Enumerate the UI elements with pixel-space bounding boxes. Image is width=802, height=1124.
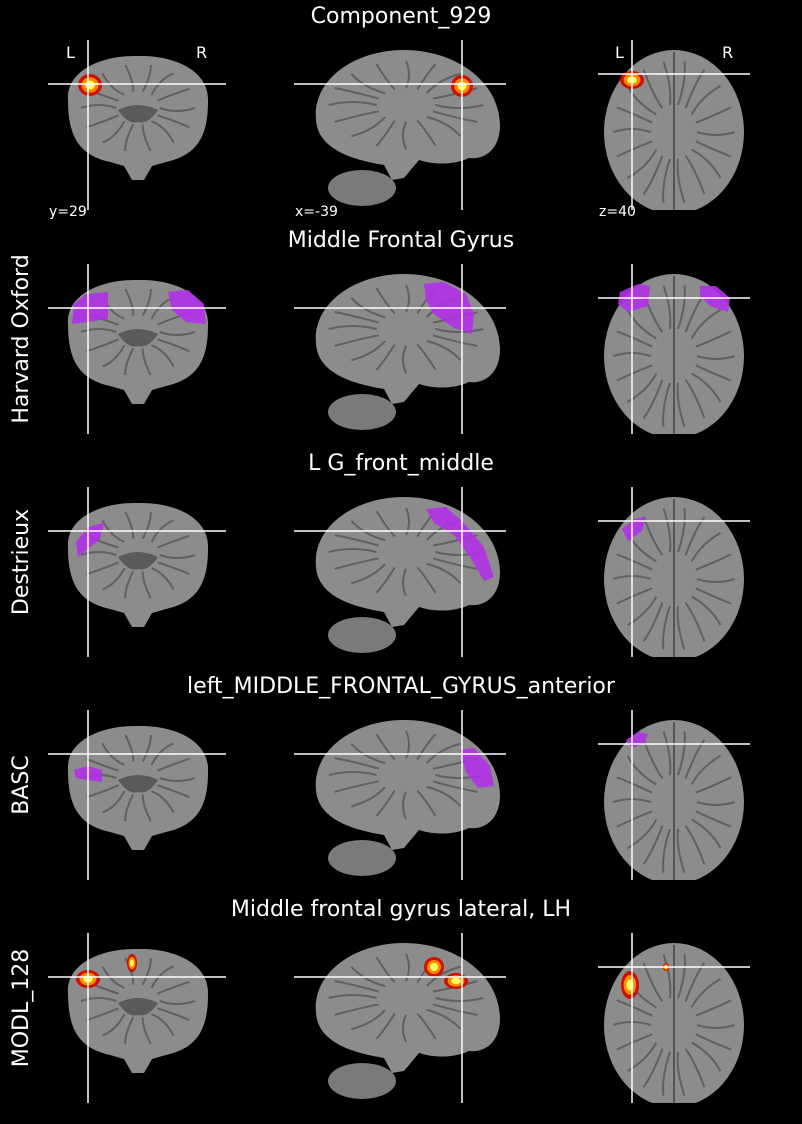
- sagittal-view: [294, 710, 506, 880]
- cerebellum: [328, 170, 396, 206]
- axial-view: [598, 40, 750, 210]
- cerebellum: [328, 1063, 396, 1099]
- coronal-view: [48, 264, 226, 434]
- axial-view: [598, 710, 750, 880]
- atlas-region: [426, 507, 494, 581]
- harvard-oxford-row: Middle Frontal Gyrus Harvard Oxford: [0, 224, 802, 447]
- axial-view: [598, 933, 750, 1103]
- sagittal-view: [294, 264, 506, 434]
- modl-128-row: Middle frontal gyrus lateral, LH MODL_12…: [0, 893, 802, 1116]
- sagittal-coordinate: x=-39: [295, 204, 338, 220]
- axial-view: [598, 487, 750, 657]
- atlas-region-right: [700, 286, 730, 312]
- cerebellum: [328, 394, 396, 430]
- coronal-view: [48, 40, 226, 210]
- orientation-right-label: R: [722, 43, 734, 62]
- row-title: L G_front_middle: [308, 451, 494, 476]
- row-title: Middle Frontal Gyrus: [287, 228, 515, 253]
- coronal-view: [48, 933, 226, 1103]
- orientation-left-label: L: [66, 43, 75, 62]
- coronal-coordinate: y=29: [49, 204, 87, 220]
- cerebellum: [328, 617, 396, 653]
- axial-coordinate: z=40: [599, 204, 636, 220]
- sagittal-view: [294, 487, 506, 657]
- orientation-right-label: R: [196, 43, 208, 62]
- coronal-view: [48, 710, 226, 880]
- coronal-view: [48, 487, 226, 657]
- basc-row: left_MIDDLE_FRONTAL_GYRUS_anterior BASC: [0, 670, 802, 893]
- sagittal-view: [294, 40, 506, 210]
- destrieux-row: L G_front_middle Destrieux: [0, 447, 802, 670]
- sagittal-view: [294, 933, 506, 1103]
- row-title: Component_929: [310, 4, 492, 29]
- orientation-left-label: L: [615, 43, 624, 62]
- atlas-region: [622, 517, 646, 541]
- atlas-region: [460, 748, 494, 788]
- atlas-region-right: [168, 290, 206, 324]
- cerebellum: [328, 840, 396, 876]
- axial-view: [598, 264, 750, 434]
- component-row: Component_929 L R L R y=29 x=-39 z=40: [0, 0, 802, 223]
- row-title: left_MIDDLE_FRONTAL_GYRUS_anterior: [187, 674, 615, 699]
- row-title: Middle frontal gyrus lateral, LH: [230, 897, 572, 922]
